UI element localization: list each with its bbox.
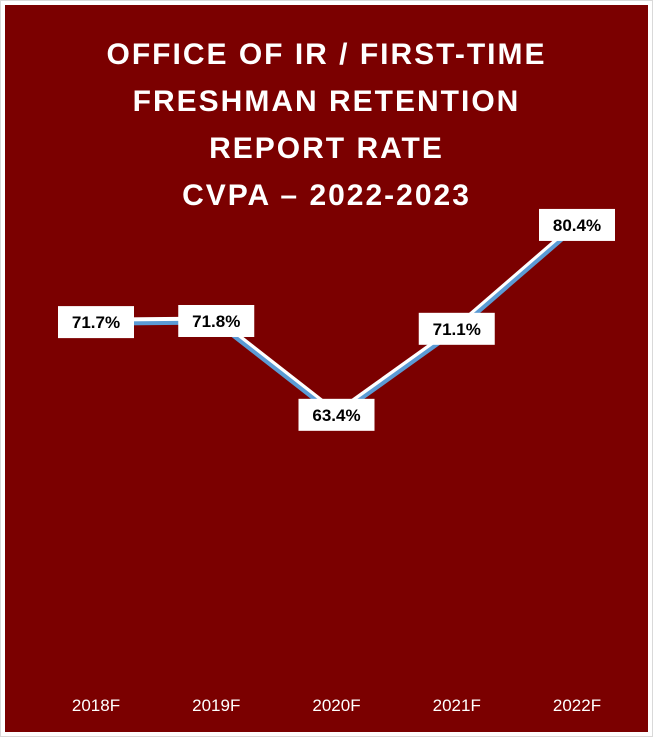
data-label-text: 80.4% <box>553 216 601 235</box>
x-tick-label-2018F: 2018F <box>72 696 120 715</box>
x-tick-label-2020F: 2020F <box>312 696 360 715</box>
chart-panel: OFFICE OF IR / FIRST-TIME FRESHMAN RETEN… <box>5 5 648 732</box>
data-label-box <box>58 306 134 339</box>
data-label-2020F: 63.4% <box>298 398 375 431</box>
data-label-text: 71.8% <box>192 312 240 331</box>
data-label-text: 71.1% <box>433 320 481 339</box>
data-label-2021F: 71.1% <box>418 312 495 345</box>
data-label-text: 71.7% <box>72 313 120 332</box>
chart-title-line-1: OFFICE OF IR / FIRST-TIME <box>106 38 547 71</box>
data-label-box <box>539 208 615 241</box>
chart-title-line-3: REPORT RATE <box>209 132 444 165</box>
chart-title-line-2: FRESHMAN RETENTION <box>132 85 521 118</box>
data-label-box <box>418 312 495 345</box>
chart-title: OFFICE OF IR / FIRST-TIME FRESHMAN RETEN… <box>5 31 648 219</box>
chart-title-line-4: CVPA – 2022-2023 <box>182 179 471 212</box>
data-label-2022F: 80.4% <box>539 208 615 241</box>
data-label-2019F: 71.8% <box>178 304 255 337</box>
data-label-2018F: 71.7% <box>58 306 134 339</box>
series-line-highlight-0 <box>93 220 580 416</box>
data-label-box <box>298 398 375 431</box>
x-tick-label-2022F: 2022F <box>553 696 601 715</box>
data-label-box <box>178 304 255 337</box>
x-tick-label-2021F: 2021F <box>433 696 481 715</box>
data-label-text: 63.4% <box>312 406 360 425</box>
series-line-0 <box>94 224 579 419</box>
x-tick-label-2019F: 2019F <box>192 696 240 715</box>
